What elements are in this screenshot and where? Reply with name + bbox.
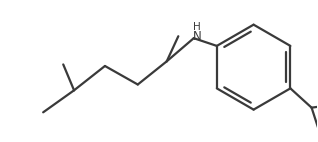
Text: H: H [193, 22, 201, 32]
Text: N: N [192, 30, 201, 43]
